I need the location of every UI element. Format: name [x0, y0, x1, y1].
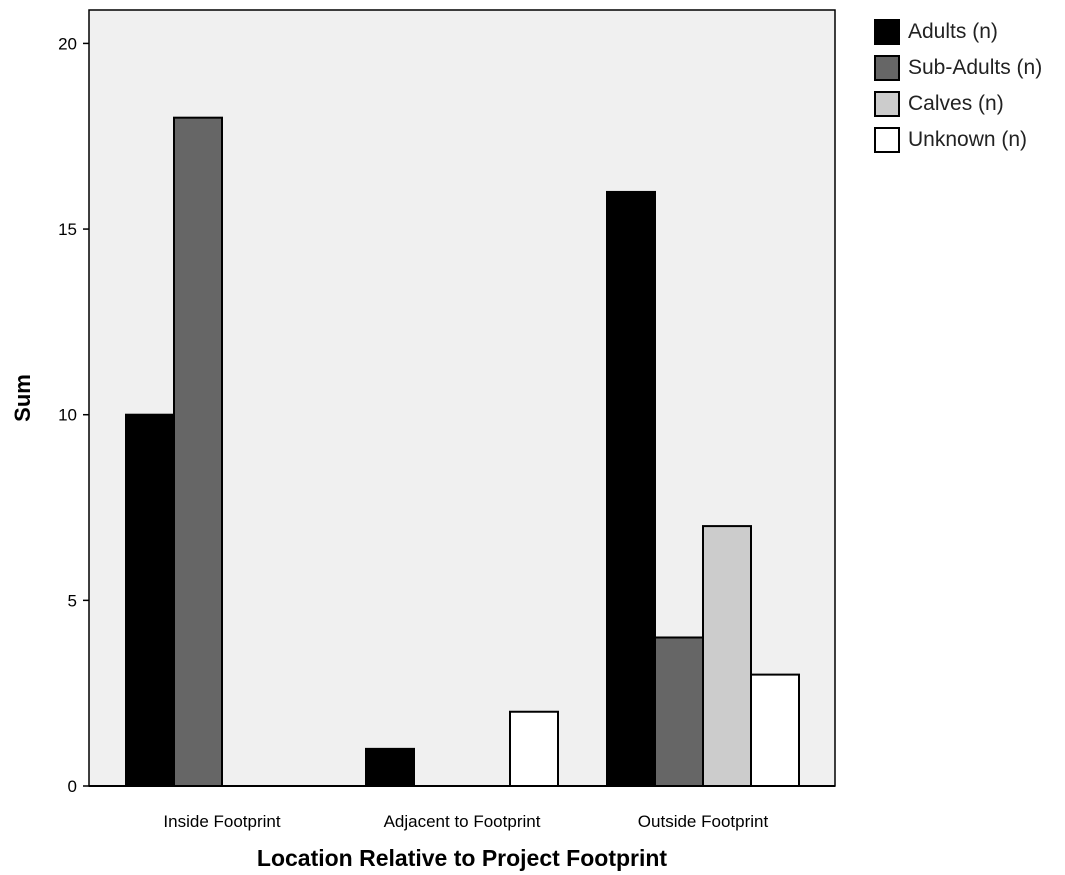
x-tick-label: Inside Footprint [163, 812, 280, 831]
y-tick-label: 5 [68, 591, 77, 610]
legend-item: Adults (n) [874, 14, 1042, 50]
x-axis: Inside Footprint Adjacent to Footprint Out… [163, 812, 768, 831]
y-tick-label: 0 [68, 777, 77, 796]
legend-item: Unknown (n) [874, 122, 1042, 158]
bar [750, 673, 800, 787]
y-axis: 0 5 10 15 20 [58, 34, 89, 796]
y-axis-title: Sum [10, 374, 35, 422]
legend-item: Sub-Adults (n) [874, 50, 1042, 86]
legend-swatch [874, 19, 900, 45]
legend-swatch [874, 55, 900, 81]
x-tick-label: Outside Footprint [638, 812, 769, 831]
bar [365, 747, 415, 787]
legend-label: Calves (n) [908, 92, 1004, 115]
y-tick-label: 15 [58, 220, 77, 239]
legend-swatch [874, 127, 900, 153]
legend: Adults (n) Sub-Adults (n) Calves (n) Unknow… [874, 14, 1042, 158]
bar [173, 116, 223, 788]
legend-label: Sub-Adults (n) [908, 56, 1043, 79]
bar [654, 636, 704, 788]
legend-label: Unknown (n) [908, 128, 1028, 151]
x-axis-title: Location Relative to Project Footprint [257, 845, 668, 871]
y-tick-label: 10 [58, 406, 77, 425]
bar [125, 413, 175, 787]
bar [702, 525, 752, 787]
bar [606, 190, 656, 787]
y-tick-label: 20 [58, 34, 77, 53]
bar [509, 710, 559, 788]
x-tick-label: Adjacent to Footprint [384, 812, 541, 831]
legend-label: Adults (n) [908, 20, 998, 43]
bars [125, 116, 800, 788]
legend-swatch [874, 91, 900, 117]
legend-item: Calves (n) [874, 86, 1042, 122]
